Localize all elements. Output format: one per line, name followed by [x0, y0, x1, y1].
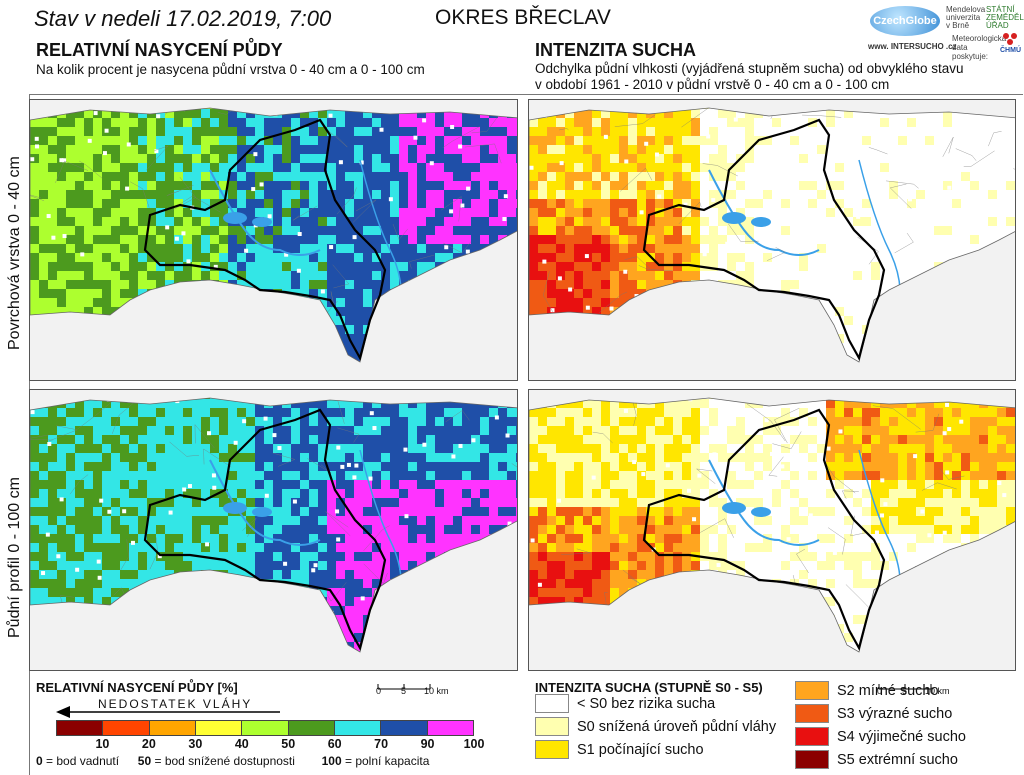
drought-legend-label: S0 snížená úroveň půdní vláhy [577, 718, 777, 735]
drought-legend-item: S1 počínající sucho [535, 740, 704, 759]
map-drought-topsoil [528, 99, 1016, 381]
scale2-label-0: 0 [877, 686, 883, 696]
map-saturation-topsoil-svg [30, 100, 517, 380]
drought-legend-label: S1 počínající sucho [577, 741, 704, 758]
saturation-legend-title: RELATIVNÍ NASYCENÍ PŮDY [%] [36, 680, 238, 695]
colorbar-tick-label: 50 [281, 737, 296, 751]
drought-legend-label: < S0 bez rizika sucha [577, 695, 716, 712]
colorbar-segment [241, 721, 288, 735]
colorbar-segment [194, 721, 242, 735]
chmu-text: ČHMÚ [1000, 47, 1021, 54]
colorbar-tick-label: 100 [463, 737, 485, 751]
drought-legend-item: S0 snížená úroveň půdní vláhy [535, 717, 776, 736]
saturation-ticks: 10 20 30 40 50 60 70 90 100 [56, 737, 484, 753]
mendel-logo: Mendelova univerzita v Brně [946, 5, 986, 30]
drought-subtitle-2: v období 1961 - 2010 v půdní vrstvě 0 - … [535, 77, 890, 92]
colorbar-segment [380, 721, 427, 735]
map-drought-profile [528, 389, 1016, 671]
region-outline [30, 107, 517, 363]
saturation-note: 0 = bod vadnutí 50 = bod snížené dostupn… [36, 754, 430, 768]
szu-logo: STÁTNÍ ZEMĚDĚLSKÝ ÚŘAD [986, 5, 1024, 30]
chmu-icon [1003, 33, 1017, 45]
drought-legend-label: S2 mírné sucho [837, 682, 939, 699]
colorbar-segment [102, 721, 149, 735]
scale-bar-graphic-2 [878, 684, 932, 690]
region-outline [529, 397, 1015, 653]
colorbar-segment [287, 721, 334, 735]
scale-label-10: 10 km [424, 686, 449, 696]
czechglobe-logo: CzechGlobe [870, 6, 940, 36]
district-boundary [143, 118, 387, 361]
saturation-colorbar [56, 720, 474, 736]
drought-legend-swatch [535, 740, 569, 759]
row-label-bottom: Půdní profil 0 - 100 cm [6, 477, 23, 638]
drought-legend-swatch [535, 694, 569, 713]
colorbar-tick-label: 20 [141, 737, 156, 751]
scale-bar-graphic [377, 684, 431, 690]
district-boundary [642, 408, 886, 651]
colorbar-tick-label: 10 [95, 737, 110, 751]
drought-legend-label: S3 výrazné sucho [837, 705, 953, 722]
moisture-deficit-label: NEDOSTATEK VLÁHY [94, 697, 257, 711]
row-label-top: Povrchová vrstva 0 - 40 cm [6, 156, 23, 350]
drought-legend-swatch [795, 727, 829, 746]
czechglobe-text: CzechGlobe [873, 15, 937, 27]
district-boundary [642, 118, 886, 361]
drought-legend-swatch [795, 704, 829, 723]
drought-legend-swatch [795, 681, 829, 700]
map-date: Stav v nedeli 17.02.2019, 7:00 [34, 6, 332, 31]
drought-legend-title: INTENZITA SUCHA (STUPNĚ S0 - S5) [535, 680, 763, 695]
drought-legend-item: S5 extrémní sucho [795, 750, 958, 769]
district-name: OKRES BŘECLAV [435, 6, 611, 29]
map-saturation-topsoil [29, 99, 518, 381]
chmu-logo [1002, 32, 1018, 51]
scale2-label-10: 10 km [925, 686, 950, 696]
drought-subtitle-1: Odchylka půdní vlhkosti (vyjádřená stupn… [535, 61, 964, 76]
colorbar-segment [148, 721, 195, 735]
colorbar-tick-label: 70 [374, 737, 389, 751]
arrow-left-icon [56, 706, 280, 718]
district-boundary [143, 408, 387, 651]
region-outline [529, 107, 1015, 363]
colorbar-tick-label: 60 [327, 737, 342, 751]
drought-legend-item: < S0 bez rizika sucha [535, 694, 715, 713]
map-saturation-profile [29, 389, 518, 671]
saturation-title: RELATIVNÍ NASYCENÍ PŮDY [36, 40, 283, 60]
drought-legend-label: S4 výjimečné sucho [837, 728, 966, 745]
meteo-label: Meteorologická data poskytuje: [952, 34, 1007, 61]
colorbar-segment [57, 721, 103, 735]
moisture-deficit-arrow: NEDOSTATEK VLÁHY [56, 697, 282, 720]
colorbar-segment [333, 721, 381, 735]
map-drought-topsoil-svg [529, 100, 1015, 380]
drought-legend-item: S3 výrazné sucho [795, 704, 952, 723]
drought-legend-item: S4 výjimečné sucho [795, 727, 966, 746]
map-saturation-profile-svg [30, 390, 517, 670]
colorbar-tick-label: 90 [420, 737, 435, 751]
colorbar-segment [426, 721, 473, 735]
saturation-scale-bar: 0 5 10 km [372, 678, 452, 700]
drought-legend-label: S5 extrémní sucho [837, 751, 958, 768]
drought-legend-swatch [795, 750, 829, 769]
saturation-subtitle: Na kolik procent je nasycena půdní vrstv… [36, 62, 425, 77]
logo-area: CzechGlobe Mendelova univerzita v Brně S… [866, 4, 1024, 62]
drought-scale-bar: 0 5 10 km [873, 678, 953, 700]
scale-label-5: 5 [401, 686, 407, 696]
map-drought-profile-svg [529, 390, 1015, 670]
scale-label-0: 0 [376, 686, 382, 696]
drought-legend-item: S2 mírné sucho [795, 681, 939, 700]
colorbar-tick-label: 40 [234, 737, 249, 751]
scale2-label-5: 5 [902, 686, 908, 696]
colorbar-tick-label: 30 [188, 737, 203, 751]
intersucho-link[interactable]: www. INTERSUCHO .cz [868, 42, 957, 51]
drought-title: INTENZITA SUCHA [535, 40, 696, 60]
drought-legend-swatch [535, 717, 569, 736]
region-outline [30, 397, 517, 653]
